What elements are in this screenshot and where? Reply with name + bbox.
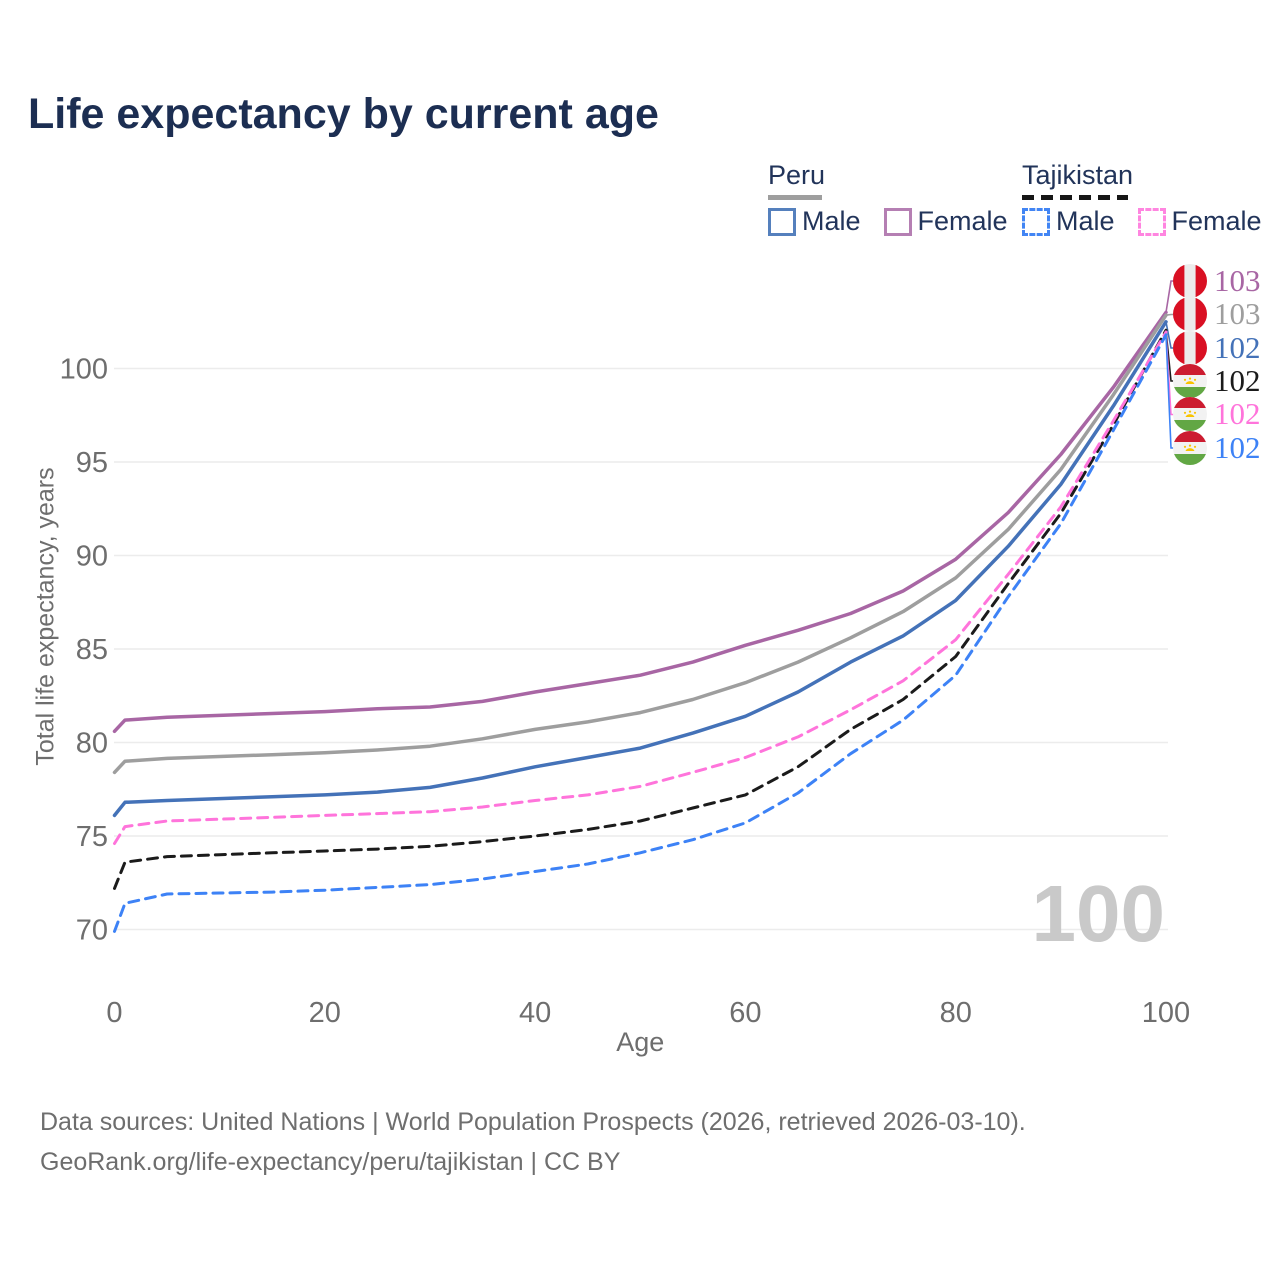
x-tick-label-80: 80 (940, 997, 972, 1029)
peru-male-checkbox[interactable] (768, 207, 796, 236)
tajikistan-flag-icon (1173, 431, 1207, 465)
tajikistan-male-checkbox[interactable] (1022, 207, 1050, 236)
y-tick-label-70: 70 (76, 915, 108, 947)
rail-item-peru-male: 102 (1173, 330, 1261, 365)
legend-label: Female (1171, 206, 1262, 236)
tajikistan-flag-icon (1173, 364, 1207, 398)
data-sources-line: Data sources: United Nations | World Pop… (40, 1108, 1026, 1136)
rail-item-tajikistan-male: 102 (1173, 430, 1261, 465)
legend-toggle-tajikistan-male[interactable]: Male (1022, 206, 1115, 237)
peru-flag-icon (1173, 297, 1207, 331)
rail-item-peru-both: 103 (1173, 296, 1261, 331)
legend-label: Male (802, 206, 861, 236)
end-value-label: 102 (1214, 430, 1261, 465)
tajikistan-female-checkbox[interactable] (1137, 207, 1166, 236)
tajikistan-flag-icon (1173, 397, 1207, 431)
legend-country-tajikistan: Tajikistan (1022, 160, 1134, 190)
y-tick-label-90: 90 (76, 541, 108, 573)
rail-item-tajikistan-both: 102 (1173, 363, 1261, 398)
series-line-tajikistan-both-sexes[interactable] (113, 328, 1168, 890)
legend-label: Male (1056, 206, 1115, 236)
legend-toggle-tajikistan-female[interactable]: Female (1137, 206, 1262, 237)
legend-label: Female (917, 206, 1008, 236)
tajikistan-dashed-line-swatch (1022, 195, 1128, 200)
peru-flag-icon (1173, 331, 1207, 365)
legend-country-peru: Peru (768, 160, 826, 190)
series-line-peru-both-sexes[interactable] (112, 313, 1168, 775)
series-line-peru-female[interactable] (112, 310, 1168, 734)
legend-toggle-peru-female[interactable]: Female (883, 206, 1008, 237)
series-line-tajikistan-female[interactable] (113, 330, 1168, 845)
end-value-label: 102 (1214, 396, 1261, 431)
legend-group-peru: Peru Male Female (768, 160, 1008, 236)
y-tick-label-100: 100 (60, 354, 108, 386)
x-tick-label-40: 40 (519, 997, 551, 1029)
x-axis-title: Age (616, 1027, 664, 1057)
series-line-peru-male[interactable] (112, 320, 1168, 818)
y-tick-label-85: 85 (76, 634, 108, 666)
legend-toggle-peru-male[interactable]: Male (768, 206, 861, 237)
y-tick-label-80: 80 (76, 728, 108, 760)
y-tick-label-75: 75 (76, 821, 108, 853)
end-value-label: 103 (1214, 263, 1261, 298)
rail-item-tajikistan-female: 102 (1173, 396, 1261, 431)
attribution-line: GeoRank.org/life-expectancy/peru/tajikis… (40, 1148, 621, 1176)
peru-flag-icon (1173, 264, 1207, 298)
rail-item-peru-female: 103 (1173, 263, 1261, 298)
x-tick-label-100: 100 (1142, 997, 1190, 1029)
x-tick-label-20: 20 (309, 997, 341, 1029)
peru-female-checkbox[interactable] (883, 207, 912, 236)
series-line-tajikistan-male[interactable] (113, 333, 1168, 933)
end-value-label: 102 (1214, 363, 1261, 398)
peru-solid-line-swatch (768, 195, 822, 200)
legend-group-tajikistan: Tajikistan Male Female (1022, 160, 1262, 236)
x-tick-label-0: 0 (106, 997, 122, 1029)
end-value-label: 102 (1214, 330, 1261, 365)
x-tick-label-60: 60 (729, 997, 761, 1029)
end-value-label: 103 (1214, 296, 1261, 331)
page-title: Life expectancy by current age (28, 90, 659, 138)
age-watermark: 100 (1031, 869, 1165, 958)
y-tick-label-95: 95 (76, 447, 108, 479)
